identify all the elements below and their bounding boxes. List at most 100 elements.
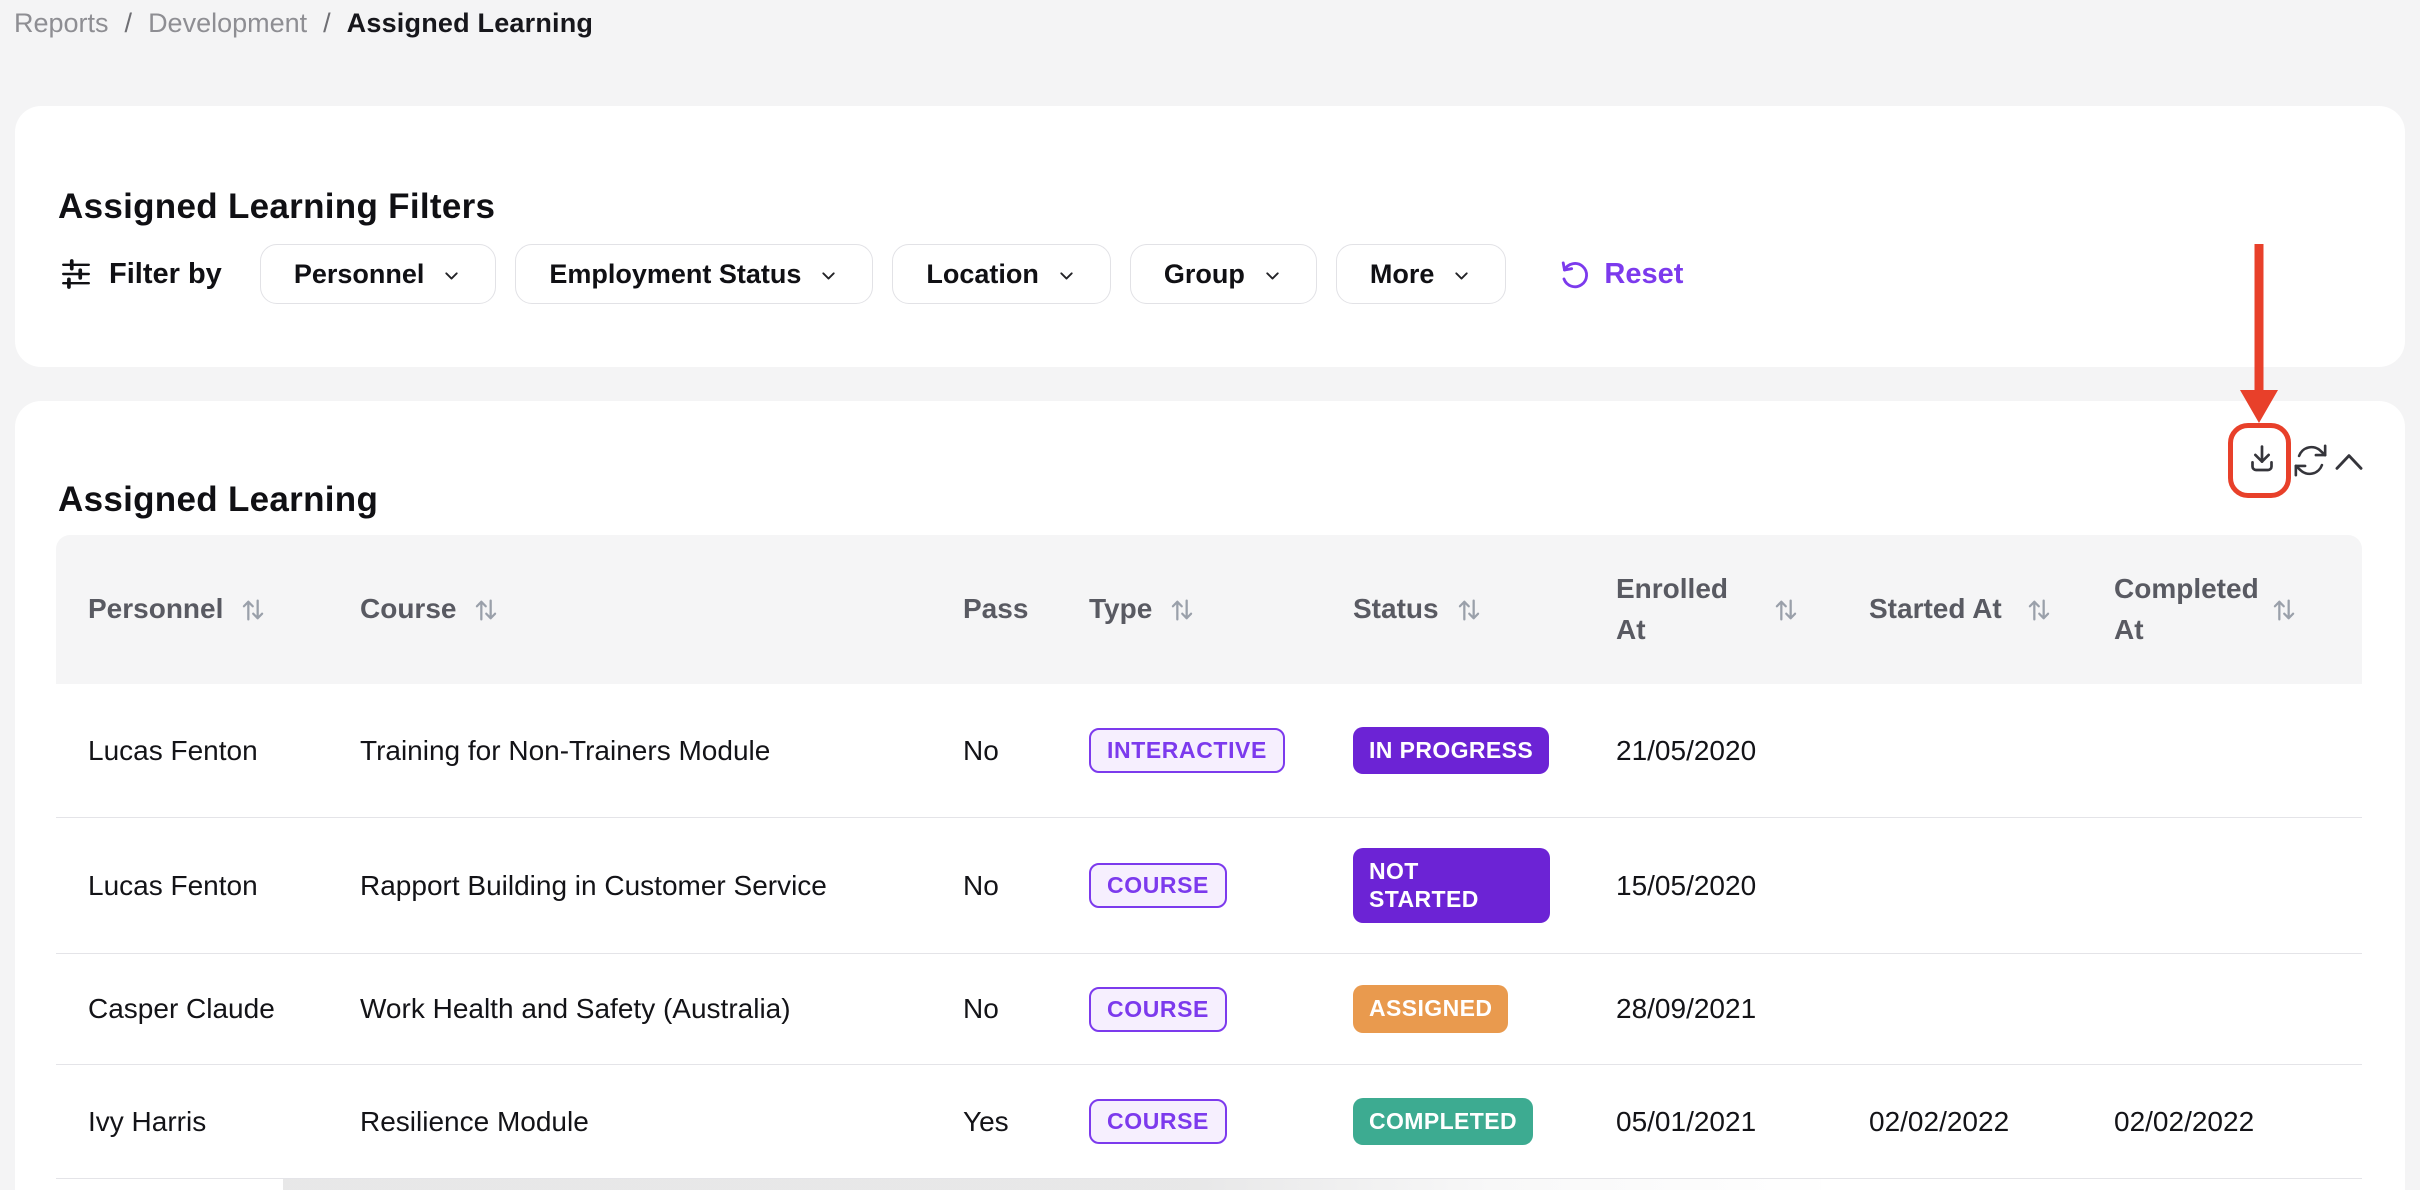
cell-enrolled-at: 28/09/2021: [1616, 993, 1869, 1025]
sort-icon[interactable]: [1166, 594, 1198, 626]
status-badge: NOT STARTED: [1353, 848, 1550, 922]
column-header-pass: Pass: [963, 589, 1089, 630]
cell-type: INTERACTIVE: [1089, 728, 1353, 773]
column-header-enrolled-at[interactable]: Enrolled At: [1616, 569, 1869, 650]
chevron-down-icon: [1451, 262, 1472, 286]
type-badge: COURSE: [1089, 1099, 1227, 1144]
cell-status: ASSIGNED: [1353, 985, 1616, 1032]
type-badge: COURSE: [1089, 863, 1227, 908]
sort-icon[interactable]: [2268, 594, 2300, 626]
reset-label: Reset: [1604, 258, 1683, 291]
cell-completed-at: [2114, 885, 2362, 886]
breadcrumb-item-current: Assigned Learning: [347, 8, 593, 39]
cell-started-at: [1869, 1009, 2114, 1010]
sort-icon[interactable]: [1453, 594, 1485, 626]
dropdown-label: Group: [1164, 259, 1245, 290]
column-header-course[interactable]: Course: [360, 589, 963, 630]
cell-personnel: Lucas Fenton: [88, 870, 360, 902]
type-badge: COURSE: [1089, 987, 1227, 1032]
cell-started-at: 02/02/2022: [1869, 1106, 2114, 1138]
sliders-icon: [59, 257, 93, 291]
filter-by: Filter by: [59, 257, 222, 291]
column-header-personnel[interactable]: Personnel: [88, 589, 360, 630]
sort-icon[interactable]: [2023, 594, 2055, 626]
breadcrumb-item-development[interactable]: Development: [148, 8, 307, 39]
type-badge: INTERACTIVE: [1089, 728, 1285, 773]
download-button[interactable]: [2243, 441, 2281, 479]
cell-completed-at: [2114, 750, 2362, 751]
table-card-title: Assigned Learning: [58, 480, 378, 520]
cell-pass: No: [963, 870, 1089, 902]
bottom-shadow: [283, 1179, 1843, 1190]
assigned-learning-card: Assigned Learning: [15, 401, 2405, 1190]
sort-icon[interactable]: [1770, 594, 1802, 626]
cell-pass: No: [963, 735, 1089, 767]
cell-type: COURSE: [1089, 987, 1353, 1032]
cell-enrolled-at: 05/01/2021: [1616, 1106, 1869, 1138]
assigned-learning-table: Personnel Course Pass Type Status: [56, 535, 2362, 1179]
cell-enrolled-at: 21/05/2020: [1616, 735, 1869, 767]
status-badge: COMPLETED: [1353, 1098, 1533, 1145]
dropdown-label: Personnel: [294, 259, 425, 290]
refresh-icon: [2292, 442, 2329, 479]
cell-pass: No: [963, 993, 1089, 1025]
cell-pass: Yes: [963, 1106, 1089, 1138]
page: Reports / Development / Assigned Learnin…: [0, 0, 2420, 1190]
cell-course: Training for Non-Trainers Module: [360, 735, 963, 767]
reset-icon: [1560, 259, 1591, 290]
table-row: Casper Claude Work Health and Safety (Au…: [56, 954, 2362, 1065]
personnel-filter-dropdown[interactable]: Personnel: [260, 244, 497, 304]
table-row: Ivy Harris Resilience Module Yes COURSE …: [56, 1065, 2362, 1179]
employment-status-filter-dropdown[interactable]: Employment Status: [515, 244, 873, 304]
breadcrumb-item-reports[interactable]: Reports: [14, 8, 109, 39]
status-badge: IN PROGRESS: [1353, 727, 1549, 774]
cell-completed-at: [2114, 1009, 2362, 1010]
filter-row: Filter by Personnel Employment Status Lo…: [59, 244, 1689, 304]
breadcrumb-separator: /: [323, 8, 331, 39]
breadcrumb: Reports / Development / Assigned Learnin…: [14, 8, 593, 39]
reset-filters-button[interactable]: Reset: [1554, 257, 1689, 292]
table-row: Lucas Fenton Training for Non-Trainers M…: [56, 684, 2362, 818]
cell-started-at: [1869, 750, 2114, 751]
cell-status: NOT STARTED: [1353, 848, 1616, 922]
filters-card: Assigned Learning Filters Filter by Pers…: [15, 106, 2405, 367]
column-header-started-at[interactable]: Started At: [1869, 589, 2114, 630]
table-header-row: Personnel Course Pass Type Status: [56, 535, 2362, 684]
cell-type: COURSE: [1089, 863, 1353, 908]
sort-icon[interactable]: [470, 594, 502, 626]
chevron-down-icon: [1262, 262, 1283, 286]
column-header-status[interactable]: Status: [1353, 589, 1616, 630]
table-row: Lucas Fenton Rapport Building in Custome…: [56, 818, 2362, 954]
status-badge: ASSIGNED: [1353, 985, 1508, 1032]
more-filter-dropdown[interactable]: More: [1336, 244, 1507, 304]
filter-by-label: Filter by: [109, 258, 222, 291]
cell-enrolled-at: 15/05/2020: [1616, 870, 1869, 902]
cell-completed-at: 02/02/2022: [2114, 1106, 2362, 1138]
dropdown-label: Employment Status: [549, 259, 801, 290]
column-header-completed-at[interactable]: Completed At: [2114, 569, 2362, 650]
dropdown-label: Location: [926, 259, 1039, 290]
download-icon: [2243, 441, 2281, 479]
cell-status: IN PROGRESS: [1353, 727, 1616, 774]
collapse-button[interactable]: [2332, 448, 2366, 476]
sort-icon[interactable]: [237, 594, 269, 626]
cell-type: COURSE: [1089, 1099, 1353, 1144]
filters-card-title: Assigned Learning Filters: [58, 187, 495, 227]
breadcrumb-separator: /: [125, 8, 133, 39]
chevron-down-icon: [818, 262, 839, 286]
cell-status: COMPLETED: [1353, 1098, 1616, 1145]
group-filter-dropdown[interactable]: Group: [1130, 244, 1317, 304]
cell-personnel: Ivy Harris: [88, 1106, 360, 1138]
location-filter-dropdown[interactable]: Location: [892, 244, 1111, 304]
refresh-button[interactable]: [2292, 442, 2329, 479]
cell-started-at: [1869, 885, 2114, 886]
chevron-up-icon: [2332, 448, 2366, 476]
filter-dropdowns: Personnel Employment Status Location Gro…: [260, 244, 1507, 304]
chevron-down-icon: [1056, 262, 1077, 286]
chevron-down-icon: [441, 262, 462, 286]
cell-personnel: Lucas Fenton: [88, 735, 360, 767]
cell-personnel: Casper Claude: [88, 993, 360, 1025]
cell-course: Rapport Building in Customer Service: [360, 870, 963, 902]
dropdown-label: More: [1370, 259, 1435, 290]
column-header-type[interactable]: Type: [1089, 589, 1353, 630]
